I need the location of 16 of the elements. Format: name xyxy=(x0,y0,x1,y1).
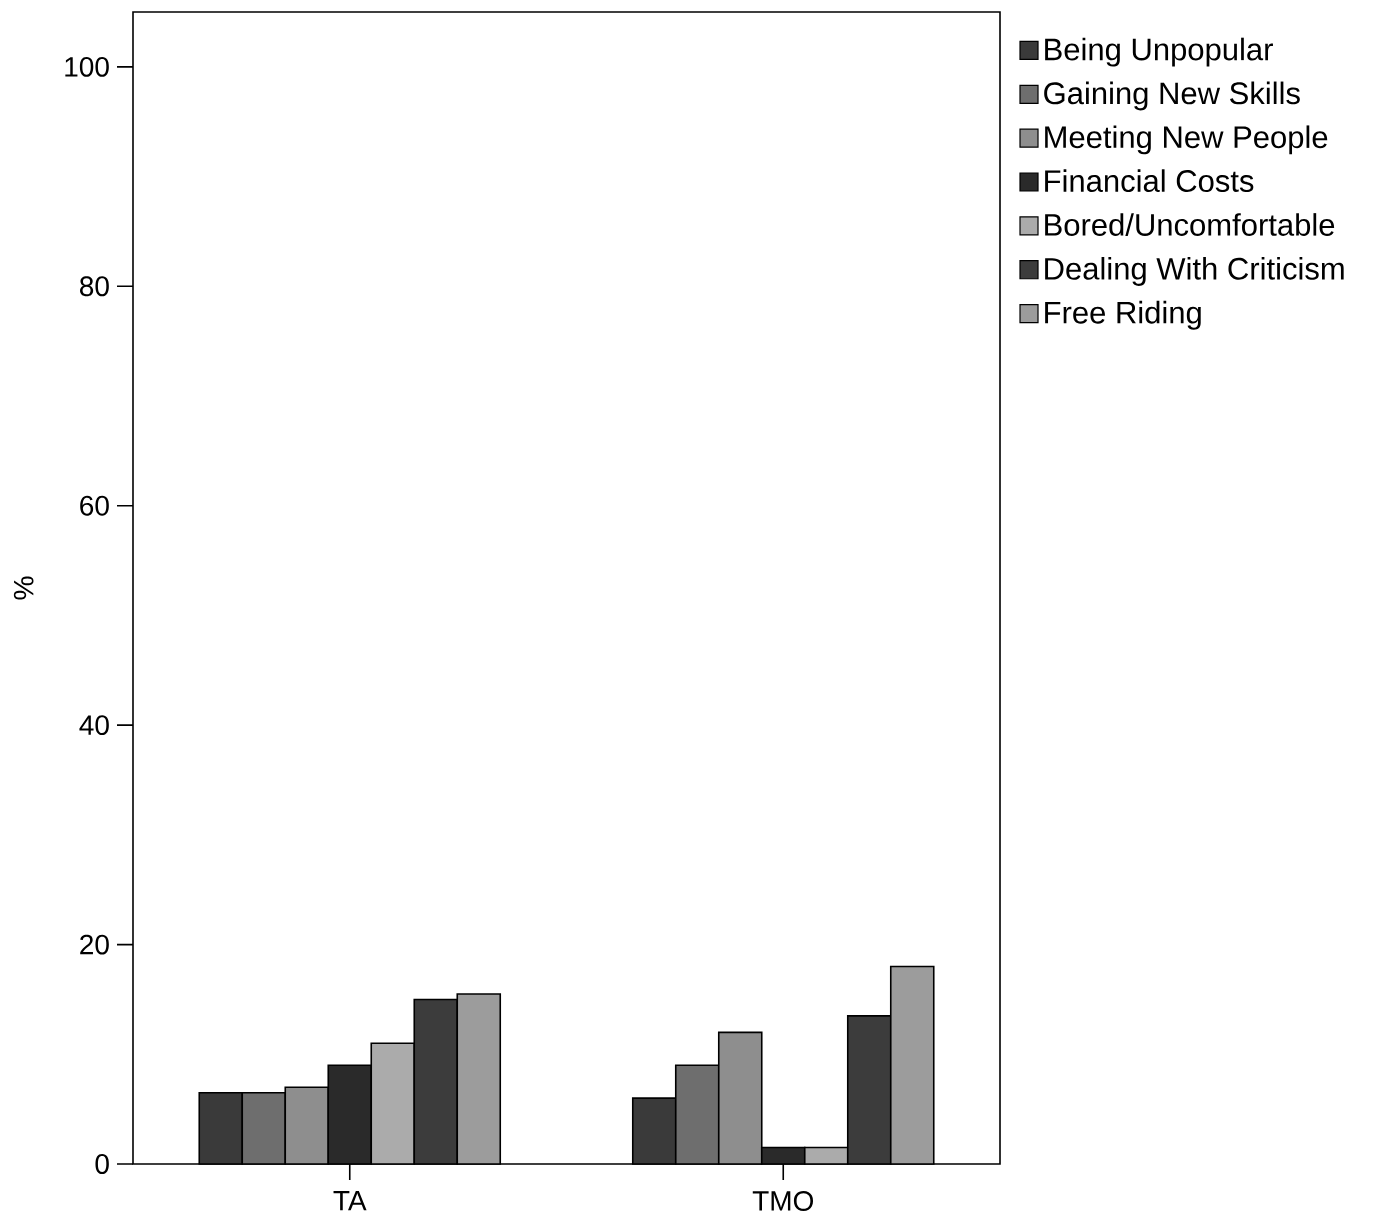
y-axis-title: % xyxy=(13,576,34,600)
legend-label: Dealing With Criticism xyxy=(1045,257,1344,286)
y-tick-label: 60 xyxy=(80,495,109,516)
legend-label: Meeting New People xyxy=(1045,125,1328,155)
legend-label: Financial Costs xyxy=(1045,169,1254,193)
y-tick-label: 20 xyxy=(80,934,109,955)
x-tick-label: TMO xyxy=(752,1191,814,1211)
legend-label: Bored/Uncomfortable xyxy=(1045,213,1335,236)
y-tick-label: 100 xyxy=(65,56,109,77)
x-tick-label: TA xyxy=(333,1191,367,1211)
legend-label: Gaining New Skills xyxy=(1044,81,1300,111)
y-tick-label: 40 xyxy=(79,715,109,736)
y-tick-label: 80 xyxy=(80,276,109,297)
legend-label: Free Riding xyxy=(1045,300,1201,330)
legend-label: Being Unpopular xyxy=(1045,37,1273,67)
y-tick-label: 0 xyxy=(95,1154,109,1174)
